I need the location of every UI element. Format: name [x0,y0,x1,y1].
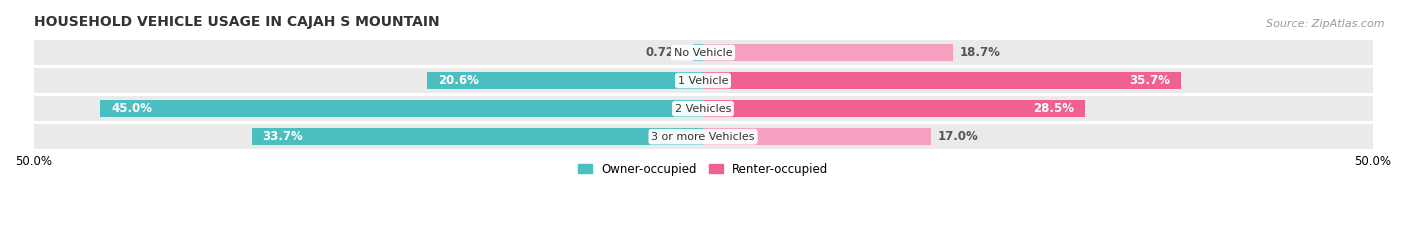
Bar [693,44,703,61]
Text: 28.5%: 28.5% [1033,102,1074,115]
Bar [703,72,1181,89]
Bar [703,96,1372,121]
Text: No Vehicle: No Vehicle [673,48,733,58]
Text: 2 Vehicles: 2 Vehicles [675,104,731,114]
Bar [703,40,1372,65]
Text: Source: ZipAtlas.com: Source: ZipAtlas.com [1267,19,1385,29]
Bar [34,96,703,121]
Text: HOUSEHOLD VEHICLE USAGE IN CAJAH S MOUNTAIN: HOUSEHOLD VEHICLE USAGE IN CAJAH S MOUNT… [34,15,439,29]
Text: 20.6%: 20.6% [437,74,479,87]
Bar [34,124,703,149]
Text: 45.0%: 45.0% [111,102,152,115]
Text: 33.7%: 33.7% [263,130,304,143]
Bar [427,72,703,89]
Text: 3 or more Vehicles: 3 or more Vehicles [651,132,755,142]
Bar [703,100,1084,117]
Bar [703,44,953,61]
Bar [703,124,1372,149]
Bar [34,68,703,93]
Bar [703,68,1372,93]
Text: 18.7%: 18.7% [960,46,1001,59]
Bar [34,40,703,65]
Legend: Owner-occupied, Renter-occupied: Owner-occupied, Renter-occupied [572,158,834,181]
Text: 35.7%: 35.7% [1129,74,1170,87]
Text: 0.72%: 0.72% [645,46,686,59]
Text: 1 Vehicle: 1 Vehicle [678,76,728,86]
Text: 17.0%: 17.0% [938,130,979,143]
Bar [703,128,931,145]
Bar [252,128,703,145]
Bar [100,100,703,117]
